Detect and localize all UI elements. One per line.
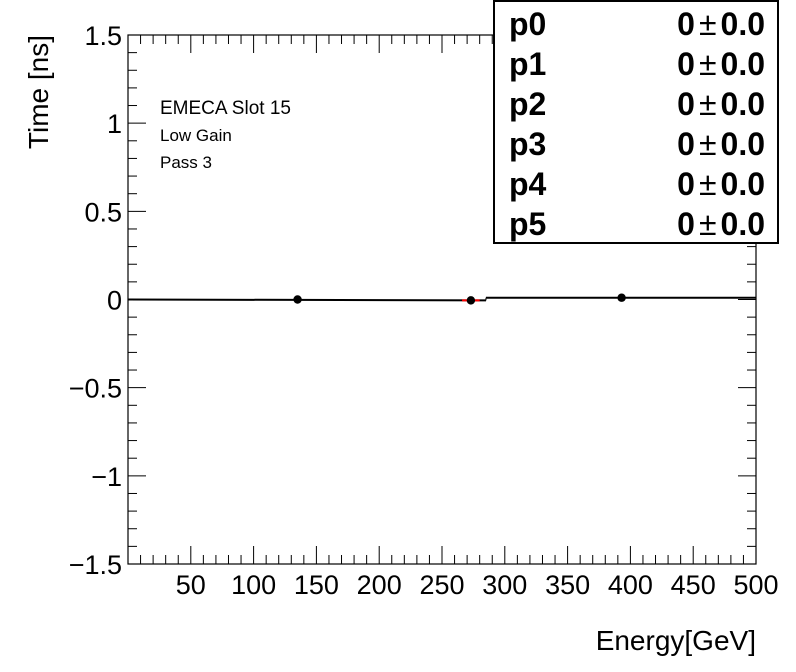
- fit-parameter-row: p0 0 ±0.0: [495, 4, 777, 44]
- plus-minus-sign: ±: [698, 86, 717, 122]
- y-tick-label: −0.5: [69, 374, 122, 404]
- fit-parameter-row: p3 0 ±0.0: [495, 124, 777, 164]
- parameter-error: 0.0: [720, 166, 765, 202]
- x-tick-label: 450: [671, 570, 716, 600]
- plus-minus-sign: ±: [698, 46, 717, 82]
- y-tick-label: −1: [91, 462, 122, 492]
- fit-parameter-row: p4 0 ±0.0: [495, 164, 777, 204]
- x-tick-label: 150: [294, 570, 339, 600]
- parameter-central-value: 0: [677, 46, 695, 82]
- annotation-text: EMECA Slot 15: [160, 98, 291, 119]
- data-point: [293, 295, 302, 304]
- parameter-name: p2: [509, 86, 547, 122]
- y-tick-label: 1.5: [84, 21, 122, 51]
- parameter-name: p3: [509, 126, 547, 162]
- data-point: [466, 296, 476, 305]
- x-tick-label: 350: [545, 570, 590, 600]
- fit-line: [127, 298, 486, 302]
- annotation-text: Low Gain: [160, 126, 232, 145]
- plus-minus-sign: ±: [698, 126, 717, 162]
- y-tick-label: 1: [107, 109, 122, 139]
- parameter-value: 0 ±0.0: [677, 124, 765, 164]
- parameter-central-value: 0: [677, 206, 695, 242]
- parameter-value: 0 ±0.0: [677, 204, 765, 244]
- x-tick-label: 200: [357, 570, 402, 600]
- parameter-name: p1: [509, 46, 547, 82]
- parameter-name: p5: [509, 206, 547, 242]
- x-tick-label: 50: [176, 570, 206, 600]
- parameter-value: 0 ±0.0: [677, 84, 765, 124]
- annotation-text: Pass 3: [160, 153, 212, 172]
- fit-parameters-box: p0 0 ±0.0 p1 0 ±0.0 p2 0 ±0.0 p3 0 ±0.0 p4 0 ±0.0 p5 0 ±0…: [493, 0, 779, 244]
- fit-parameter-row: p5 0 ±0.0: [495, 204, 777, 244]
- parameter-value: 0 ±0.0: [677, 164, 765, 204]
- x-tick-label: 400: [608, 570, 653, 600]
- parameter-name: p0: [509, 6, 547, 42]
- parameter-error: 0.0: [720, 86, 765, 122]
- x-tick-label: 250: [419, 570, 464, 600]
- y-tick-label: 0.5: [84, 197, 122, 227]
- parameter-error: 0.0: [720, 6, 765, 42]
- x-tick-label: 300: [482, 570, 527, 600]
- parameter-central-value: 0: [677, 126, 695, 162]
- parameter-error: 0.0: [720, 126, 765, 162]
- plus-minus-sign: ±: [698, 6, 717, 42]
- fit-parameter-row: p2 0 ±0.0: [495, 84, 777, 124]
- x-axis-title: Energy[GeV]: [596, 625, 756, 656]
- parameter-error: 0.0: [720, 46, 765, 82]
- parameter-error: 0.0: [720, 206, 765, 242]
- parameter-value: 0 ±0.0: [677, 44, 765, 84]
- x-tick-label: 500: [733, 570, 778, 600]
- plus-minus-sign: ±: [698, 166, 717, 202]
- data-point: [617, 293, 626, 302]
- y-tick-label: −1.5: [69, 550, 122, 580]
- parameter-central-value: 0: [677, 86, 695, 122]
- y-axis-title: Time [ns]: [23, 35, 54, 149]
- plus-minus-sign: ±: [698, 206, 717, 242]
- parameter-central-value: 0: [677, 166, 695, 202]
- y-tick-label: 0: [107, 286, 122, 316]
- parameter-value: 0 ±0.0: [677, 4, 765, 44]
- parameter-central-value: 0: [677, 6, 695, 42]
- fit-parameter-row: p1 0 ±0.0: [495, 44, 777, 84]
- parameter-name: p4: [509, 166, 547, 202]
- x-tick-label: 100: [231, 570, 276, 600]
